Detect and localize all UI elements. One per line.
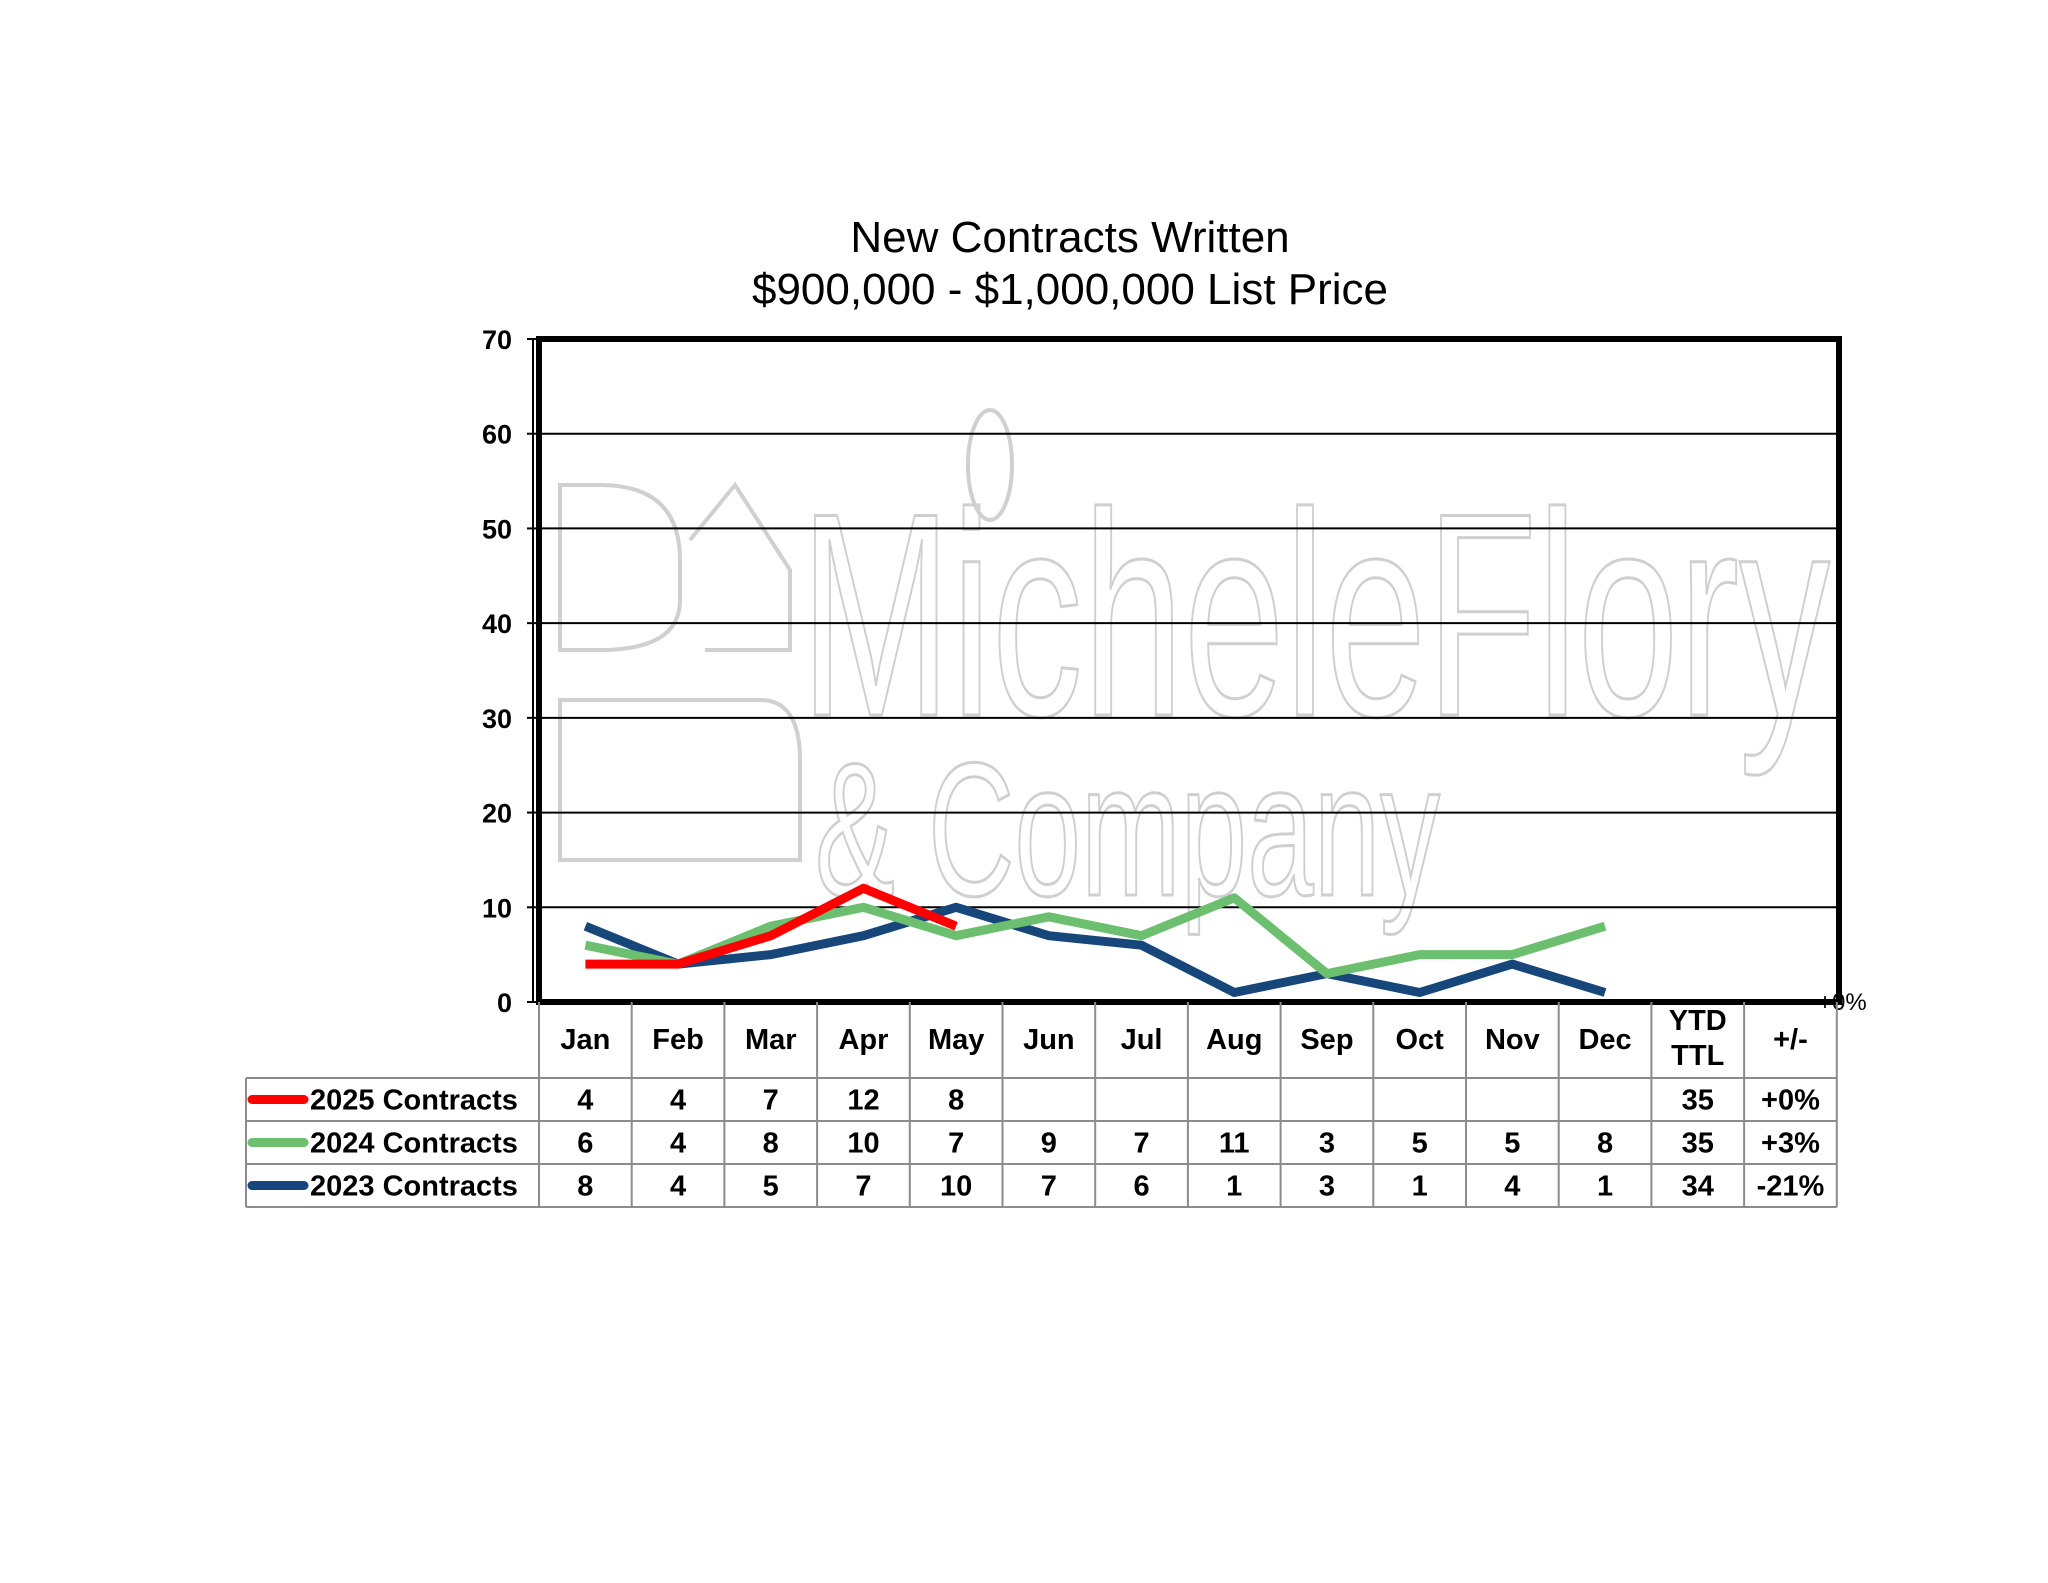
table-header-cell: Nov [1485,1024,1540,1056]
y-tick-label: 10 [482,893,512,923]
watermark-house-icon-lower [558,698,802,862]
y-tick-label: 40 [482,609,512,639]
table-header-cell: Dec [1578,1024,1631,1056]
table-cell: 1 [1226,1171,1242,1203]
table-cell: 6 [1133,1171,1149,1203]
table-cell: 11 [1219,1128,1250,1160]
table-cell-change: +3% [1761,1128,1820,1160]
y-tick-label: 20 [482,799,512,829]
table-cell: 7 [763,1085,779,1117]
table-cell: 3 [1319,1171,1335,1203]
table-cell-ytd: 34 [1682,1171,1714,1203]
y-axis-ticks: 0 10 20 30 40 50 60 70 [482,325,539,1018]
table-cell: 12 [847,1085,879,1117]
table-cell: 7 [1133,1128,1149,1160]
table-cell: 7 [1041,1171,1057,1203]
y-tick-label: 60 [482,420,512,450]
table-cell: 1 [1412,1171,1428,1203]
table-cell: 4 [577,1085,593,1117]
table-header-cell: Jul [1121,1024,1163,1056]
chart-subtitle: $900,000 - $1,000,000 List Price [752,265,1388,314]
y-tick-label: 0 [497,988,512,1018]
table-header-cell: May [928,1024,984,1056]
table-cell: 4 [670,1128,686,1160]
table-cell: 6 [577,1128,593,1160]
table-header-cell: Aug [1206,1024,1262,1056]
chart-title: New Contracts Written [850,213,1289,262]
plot-frame [536,336,1842,1005]
y-tick-label: 70 [482,325,512,355]
series-lines [583,883,1607,997]
table-cell: 4 [670,1085,686,1117]
table-cell: 8 [763,1128,779,1160]
table-cell: 8 [948,1085,964,1117]
watermark-house-icon [558,483,682,652]
watermark-logo: MicheleFlory & Company [558,408,1832,938]
table-cell-change: +0% [1761,1085,1820,1117]
table-cell: 5 [763,1171,779,1203]
y-tick-label: 50 [482,514,512,544]
table-header-cell: Oct [1395,1024,1444,1056]
table-cell: 5 [1504,1128,1520,1160]
legend-label: 2025 Contracts [310,1085,518,1117]
table-cell: 4 [670,1171,686,1203]
table-header-cell: Apr [838,1024,888,1056]
table-cell: 9 [1041,1128,1057,1160]
table-cell: 10 [940,1171,972,1203]
table-cell: 5 [1412,1128,1428,1160]
watermark-roof-icon [688,481,792,652]
table-header-cell: Jun [1023,1024,1075,1056]
table-cell: 7 [948,1128,964,1160]
table-header-cell: +/- [1773,1024,1808,1056]
table-header-cell: Jan [560,1024,610,1056]
data-table: Jan Feb Mar Apr May Jun Jul Aug Sep Oct Nov Dec YTDT… [245,1002,1838,1208]
y-tick-label: 30 [482,704,512,734]
series-line-2024 [584,893,1607,979]
table-header-cell: Mar [745,1024,797,1056]
table-cell: 3 [1319,1128,1335,1160]
legend-label: 2024 Contracts [310,1128,518,1160]
table-cell: 10 [847,1128,879,1160]
table-cell-ytd: 35 [1682,1128,1714,1160]
watermark-leaf-icon [966,408,1014,522]
watermark-text-line1: MicheleFlory [800,453,1830,778]
gridlines [539,432,1839,909]
table-cell: 8 [577,1171,593,1203]
table-header-cell: TTL [1671,1040,1724,1072]
legend-label: 2023 Contracts [310,1171,518,1203]
table-cell: 1 [1597,1171,1613,1203]
table-cell-change: -21% [1757,1171,1825,1203]
table-cell-ytd: 35 [1682,1085,1714,1117]
table-cell: 8 [1597,1128,1613,1160]
table-header-cell: YTD [1669,1005,1727,1037]
table-header-cell: Feb [652,1024,704,1056]
table-cell: 7 [855,1171,871,1203]
watermark-text-line2: & Company [815,724,1440,936]
stray-percent-label: +0% [1818,989,1867,1016]
table-cell: 4 [1504,1171,1520,1203]
series-line-2025 [585,883,958,969]
table-header-cell: Sep [1300,1024,1353,1056]
series-line-2023 [583,902,1607,997]
